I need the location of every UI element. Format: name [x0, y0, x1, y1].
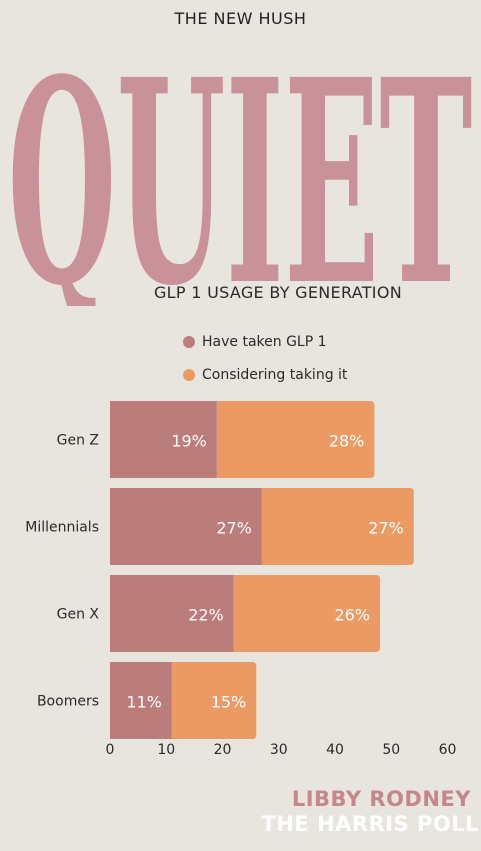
category-label-gen-x: Gen X [57, 607, 100, 623]
data-label-considering-gen-z: 28% [329, 432, 365, 451]
data-label-considering-millennials: 27% [368, 519, 404, 538]
legend-label-taken: Have taken GLP 1 [202, 334, 327, 350]
chart-subtitle: GLP 1 USAGE BY GENERATION [153, 283, 402, 302]
bar-taken-gen-x [110, 575, 234, 652]
credit-source: THE HARRIS POLL [261, 812, 479, 836]
hero-word: QUIET [8, 36, 473, 306]
data-label-considering-boomers: 15% [211, 693, 247, 712]
x-tick-label: 50 [382, 742, 400, 758]
kicker-title: THE NEW HUSH [174, 9, 307, 28]
data-label-taken-millennials: 27% [216, 519, 252, 538]
bar-considering-gen-x [233, 575, 380, 652]
legend-swatch-taken [183, 336, 195, 348]
data-label-considering-gen-x: 26% [334, 606, 370, 625]
category-label-millennials: Millennials [25, 520, 99, 536]
x-tick-label: 0 [106, 742, 115, 758]
category-label-boomers: Boomers [37, 694, 99, 710]
bar-considering-boomers [171, 662, 257, 739]
x-tick-label: 20 [214, 742, 232, 758]
credit-author: LIBBY RODNEY [291, 787, 471, 811]
hero-word-graphic: QUIET [8, 36, 473, 306]
data-label-taken-gen-x: 22% [188, 606, 224, 625]
data-label-taken-boomers: 11% [126, 693, 162, 712]
x-tick-label: 60 [439, 742, 457, 758]
x-tick-label: 30 [270, 742, 288, 758]
x-tick-label: 10 [157, 742, 175, 758]
bar-considering-millennials [261, 488, 414, 565]
bar-considering-gen-z [216, 401, 375, 478]
bar-taken-gen-z [110, 401, 217, 478]
legend-swatch-considering [183, 369, 195, 381]
legend-label-considering: Considering taking it [202, 367, 348, 383]
x-tick-label: 40 [326, 742, 344, 758]
bar-taken-millennials [110, 488, 262, 565]
legend-item-considering: Considering taking it [183, 367, 347, 383]
bar-taken-boomers [110, 662, 172, 739]
legend-item-taken: Have taken GLP 1 [183, 334, 327, 350]
data-label-taken-gen-z: 19% [171, 432, 207, 451]
category-label-gen-z: Gen Z [57, 433, 99, 449]
bar-chart: Gen Z 19% 28% Millennials 27% 27% Gen X 22% 26% B… [25, 401, 457, 758]
